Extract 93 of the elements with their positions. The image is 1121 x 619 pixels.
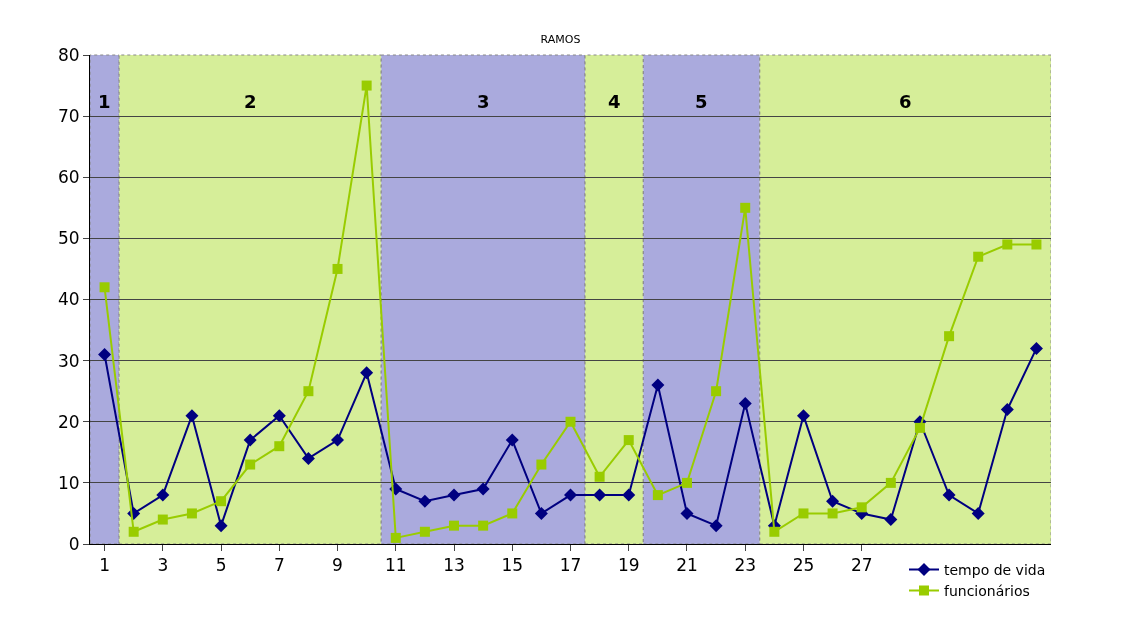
point (798, 508, 809, 519)
point (245, 459, 256, 470)
point (507, 508, 518, 519)
point (827, 508, 838, 519)
point (680, 506, 694, 520)
point (1031, 239, 1042, 250)
point (622, 488, 636, 502)
point (826, 494, 840, 508)
point (214, 519, 228, 533)
point (536, 459, 547, 470)
point (449, 520, 460, 531)
point (796, 409, 810, 423)
point (593, 488, 607, 502)
point (740, 202, 751, 213)
point (301, 451, 315, 465)
y-tick-label: 80 (57, 44, 80, 65)
x-tick-label: 25 (792, 555, 815, 576)
point (1029, 341, 1043, 355)
point (216, 496, 227, 507)
point (681, 477, 692, 488)
point (272, 409, 286, 423)
band-label: 4 (608, 91, 621, 112)
point (99, 282, 110, 293)
point (243, 433, 257, 447)
legend-label: funcionários (944, 583, 1030, 600)
point (128, 526, 139, 537)
point (709, 519, 723, 533)
point (711, 386, 722, 397)
point (652, 490, 663, 501)
y-tick-label: 0 (68, 533, 80, 554)
point (332, 263, 343, 274)
point (274, 441, 285, 452)
point (856, 502, 867, 513)
x-tick-label: 7 (273, 555, 285, 576)
point (156, 488, 170, 502)
band-label: 6 (899, 91, 912, 112)
x-tick-label: 23 (734, 555, 757, 576)
point (914, 422, 925, 433)
point (1002, 239, 1013, 250)
point (360, 366, 374, 380)
legend-label: tempo de vida (944, 561, 1046, 578)
x-tick-label: 11 (384, 555, 407, 576)
x-tick-label: 3 (157, 555, 169, 576)
band-label: 1 (98, 91, 111, 112)
x-tick-label: 17 (559, 555, 582, 576)
point (942, 488, 956, 502)
point (185, 409, 199, 423)
point (390, 532, 401, 543)
point (885, 477, 896, 488)
point (98, 348, 112, 362)
point (331, 433, 345, 447)
x-tick-label: 5 (215, 555, 227, 576)
y-tick-label: 20 (57, 411, 80, 432)
x-tick-label: 13 (443, 555, 465, 576)
point (973, 251, 984, 262)
y-tick-label: 60 (57, 167, 80, 188)
point (361, 80, 372, 91)
point (623, 435, 634, 446)
band-label: 2 (244, 91, 257, 112)
x-tick-label: 27 (850, 555, 873, 576)
point (447, 488, 461, 502)
band-label: 5 (695, 91, 708, 112)
y-tick-label: 30 (57, 350, 80, 371)
point (419, 526, 430, 537)
point (884, 513, 898, 527)
point (738, 396, 752, 410)
x-tick-label: 19 (617, 555, 640, 576)
point (303, 386, 314, 397)
point (505, 433, 519, 447)
point (157, 514, 168, 525)
y-tick-label: 40 (57, 289, 80, 310)
point (564, 488, 577, 502)
x-tick-label: 9 (332, 555, 343, 576)
x-tick-label: 1 (99, 555, 110, 576)
point (594, 471, 605, 482)
point (651, 378, 665, 392)
point (478, 520, 489, 531)
point (534, 506, 548, 520)
point (944, 331, 955, 342)
y-tick-label: 70 (57, 106, 80, 127)
point (971, 506, 985, 520)
x-tick-label: 21 (676, 555, 698, 576)
band-label: 3 (477, 91, 490, 112)
point (186, 508, 197, 519)
y-tick-label: 10 (57, 472, 80, 493)
x-tick-label: 15 (501, 555, 524, 576)
point (565, 416, 576, 427)
point (769, 526, 780, 537)
point (476, 482, 490, 496)
point (418, 494, 432, 508)
point (1000, 403, 1014, 417)
y-tick-label: 50 (57, 228, 80, 249)
chart-title: RAMOS (540, 33, 581, 47)
